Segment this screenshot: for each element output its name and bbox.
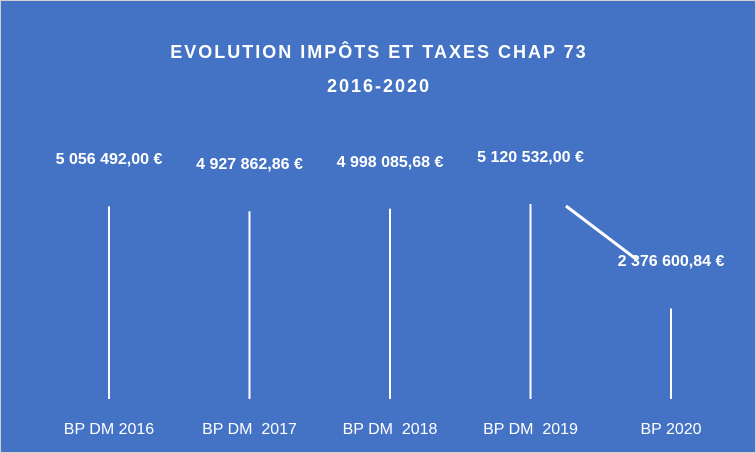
x-tick-label: BP 2020 (640, 421, 702, 438)
bar (670, 308, 672, 399)
bar (248, 211, 251, 399)
bar (108, 206, 110, 399)
value-label: 5 120 532,00 € (477, 149, 584, 166)
value-label: 4 998 085,68 € (336, 153, 444, 171)
bar (389, 208, 391, 399)
value-label: 4 927 862,86 € (196, 156, 303, 174)
x-tick-label: BP DM 2017 (202, 421, 297, 438)
value-label: 5 056 492,00 € (55, 151, 163, 169)
value-label: 2 376 600,84 € (617, 253, 725, 271)
x-tick-label: BP DM 2018 (342, 421, 438, 438)
x-tick-label: BP DM 2016 (63, 421, 155, 438)
bar (529, 204, 532, 399)
chart-title: EVOLUTION IMPÔTS ET TAXES CHAP 73 2016-2… (170, 42, 588, 96)
leader-line (565, 204, 637, 261)
x-tick-label: BP DM 2019 (483, 421, 578, 438)
